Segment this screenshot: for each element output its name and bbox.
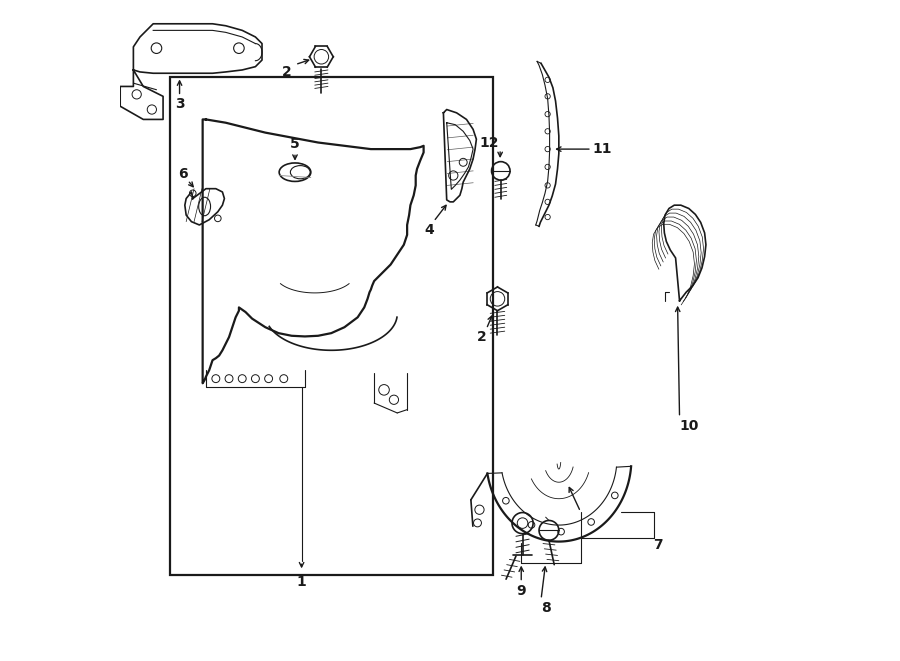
Text: 6: 6 <box>178 167 188 180</box>
Text: 5: 5 <box>290 137 300 151</box>
Text: 7: 7 <box>653 538 662 552</box>
Text: 12: 12 <box>480 136 500 149</box>
Text: 4: 4 <box>424 223 434 237</box>
Text: 8: 8 <box>541 601 551 615</box>
Text: 10: 10 <box>680 419 698 433</box>
Bar <box>170 77 493 574</box>
Text: 2: 2 <box>477 330 487 344</box>
Text: 1: 1 <box>297 576 307 590</box>
Text: 2: 2 <box>283 65 292 79</box>
Text: 11: 11 <box>592 142 611 156</box>
Text: 9: 9 <box>517 584 526 598</box>
Text: 3: 3 <box>175 97 184 111</box>
